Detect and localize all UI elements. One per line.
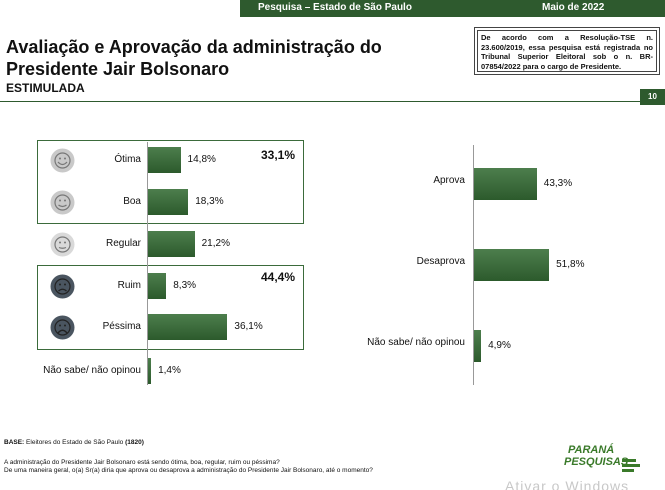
value-label: 18,3% <box>195 196 224 207</box>
bar <box>148 189 189 215</box>
bar <box>474 330 482 362</box>
category-label: Ótima <box>114 154 141 165</box>
page-title: Avaliação e Aprovação da administração d… <box>6 37 382 79</box>
base-text: Eleitores do Estado de São Paulo <box>26 439 124 446</box>
tse-notice-text: De acordo com a Resolução-TSE n. 23.600/… <box>477 30 657 72</box>
value-label: 21,2% <box>201 238 230 249</box>
bar <box>148 147 181 173</box>
negative-group-total: 44,4% <box>261 270 296 284</box>
value-label: 4,9% <box>488 340 511 351</box>
very-sad-face-icon <box>50 315 75 340</box>
page-number: 10 <box>640 89 665 105</box>
header-bar: Pesquisa – Estado de São Paulo Maio de 2… <box>240 0 665 17</box>
positive-group-total: 33,1% <box>261 148 296 162</box>
category-label: Boa <box>123 196 141 207</box>
happy-face-icon <box>50 190 75 215</box>
bar <box>148 358 152 384</box>
value-label: 43,3% <box>543 178 573 189</box>
category-label: Desaprova <box>416 256 465 267</box>
tse-notice-box: De acordo com a Resolução-TSE n. 23.600/… <box>474 27 660 75</box>
category-label: Péssima <box>102 321 141 332</box>
survey-label: Pesquisa – Estado de São Paulo <box>258 2 412 13</box>
survey-date: Maio de 2022 <box>542 2 605 13</box>
base-sample-size: (1820) <box>125 439 144 446</box>
header-rule <box>0 101 640 102</box>
base-label: BASE: <box>4 439 25 446</box>
category-label: Ruim <box>117 280 141 291</box>
windows-activation-watermark: Ativar o Windows <box>505 478 630 490</box>
bar <box>148 231 195 257</box>
page-subtitle: ESTIMULADA <box>6 81 85 95</box>
approval-axis <box>473 145 474 385</box>
category-label: Não sabe/ não opinou <box>43 365 141 376</box>
evaluation-axis <box>147 142 148 385</box>
logo-line1: PARANÁ <box>568 444 615 456</box>
category-label: Regular <box>105 238 141 249</box>
neutral-face-icon <box>50 232 75 257</box>
category-label: Aprova <box>433 175 465 186</box>
negative-group-box <box>37 265 304 350</box>
bar <box>474 168 537 200</box>
positive-group-box <box>37 140 304 224</box>
bar <box>474 249 550 281</box>
category-label: Não sabe/ não opinou <box>367 337 465 348</box>
very-happy-face-icon <box>50 148 75 173</box>
sad-face-icon <box>50 274 75 299</box>
value-label: 36,1% <box>234 321 263 332</box>
value-label: 14,8% <box>187 154 216 165</box>
value-label: 8,3% <box>173 280 197 291</box>
logo-mark-icon <box>622 459 640 472</box>
value-label: 1,4% <box>158 365 181 376</box>
parana-pesquisas-logo: PARANÁ PESQUISAS <box>560 444 650 488</box>
question-approval: De uma maneira geral, o(a) Sr(a) diria q… <box>4 467 373 474</box>
bar <box>148 314 228 340</box>
bar <box>148 273 167 299</box>
logo-line2: PESQUISAS <box>564 456 629 468</box>
value-label: 51,8% <box>556 259 585 270</box>
base-note: BASE: Eleitores do Estado de São Paulo (… <box>4 439 144 446</box>
question-evaluation: A administração do Presidente Jair Bolso… <box>4 459 280 466</box>
